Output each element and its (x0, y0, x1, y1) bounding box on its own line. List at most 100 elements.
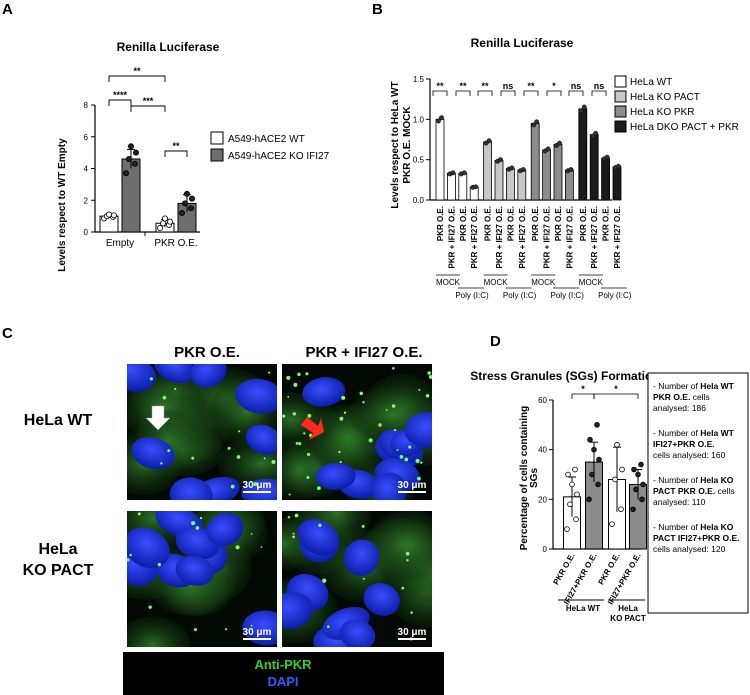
granule-1-32 (287, 395, 290, 398)
panel-b-category-s1-c0: PKR O.E. (484, 206, 493, 241)
panel-d-ylabel-line1: Percentage of cells containing (519, 406, 530, 550)
note-3-word-1-0: PACT (653, 533, 676, 543)
granule-1-35 (415, 458, 420, 463)
col-title-pkr-ifi27: PKR + IFI27 O.E. (305, 344, 422, 361)
granule-0-2 (230, 484, 235, 489)
granule-3-11 (294, 513, 299, 518)
note-0-word-1-0: PKR (653, 392, 671, 402)
panel-b-sig-bracket-5 (546, 90, 562, 96)
panel-b-sig-bracket-6 (568, 90, 584, 96)
note-1-word-1-0: IFI27+PKR (653, 439, 695, 449)
granule-1-30 (306, 452, 311, 457)
granule-1-7 (362, 401, 365, 404)
granule-1-21 (306, 476, 310, 479)
note-0-word-2-1: 186 (689, 403, 706, 413)
granule-1-13 (282, 414, 286, 418)
legend-label-wt: A549-hACE2 WT (228, 134, 305, 145)
granule-0-1 (191, 456, 195, 460)
panel-d-point-3-1 (639, 496, 645, 503)
note-3-word-1-1: IFI27+PKR (676, 533, 721, 543)
row-title-hela-ko-line1: HeLa (38, 541, 77, 558)
panel-b-bar-s0-c2 (458, 172, 468, 201)
note-0-word-1-1: O.E. (671, 392, 690, 402)
panel-a-title: Renilla Luciferase (117, 40, 220, 54)
note-2-word-1-2: O.E. (696, 486, 715, 496)
panel-d-point-0-2 (567, 501, 573, 508)
note-0-word-0-0: - (653, 381, 656, 391)
granule-0-9 (167, 449, 171, 453)
panel-b-point-s3-c1-1 (593, 130, 599, 136)
panel-d-point-1-6 (594, 422, 600, 428)
panel-b-legend: HeLa WT HeLa KO PACT HeLa KO PKR HeLa DK… (614, 75, 739, 133)
nucleus-2-7 (127, 527, 170, 568)
granule-3-4 (292, 532, 295, 535)
note-1-line-1: IFI27+PKR O.E. (653, 439, 715, 449)
note-3-word-0-3: Hela (698, 522, 719, 532)
granule-1-12 (427, 371, 431, 375)
panel-b-group-poly-1: Poly (I:C) (503, 291, 537, 300)
panel-b-group-poly-3: Poly (I:C) (598, 291, 632, 300)
panel-a-sig-label-1: **** (113, 90, 128, 100)
granule-0-12 (227, 446, 231, 450)
panel-a-point-s1-c1-4 (183, 190, 190, 197)
panel-d-point-1-3 (596, 456, 602, 463)
note-3-line-1: PACT IFI27+PKR O.E. (653, 533, 740, 543)
micrograph-tile-1: 30 μm (282, 364, 432, 500)
note-1-word-0-2: of (688, 428, 698, 438)
granule-2-2 (235, 545, 240, 550)
granule-2-5 (193, 628, 198, 632)
note-2-word-1-1: PKR (676, 486, 696, 496)
note-1-word-0-1: Number (656, 428, 689, 438)
panel-d-chart: Stress Granules (SGs) Formation Percenta… (470, 369, 749, 623)
note-2-line-0: - Number of Hela KO (653, 475, 734, 485)
panel-d-sig-bracket-1 (593, 393, 639, 399)
panel-d-sig-label-1: * (614, 384, 618, 394)
panel-d-point-2-4 (614, 441, 620, 448)
granule-1-16 (293, 382, 298, 387)
panel-b-sig-label-5: * (552, 81, 556, 91)
granule-1-9 (286, 375, 291, 380)
note-2-word-0-4: KO (718, 475, 734, 485)
panel-a-point-s0-c1-4 (161, 215, 168, 222)
note-3-word-2-2: 120 (709, 544, 726, 554)
panel-d-group-label-1-line2: KO PACT (610, 614, 646, 623)
note-3-line-2: cells analysed: 120 (653, 544, 726, 554)
white-arrow-icon (145, 405, 171, 431)
note-0-line-0: - Number of Hela WT (653, 381, 735, 391)
panel-d-point-3-4 (635, 471, 641, 478)
granule-2-1 (157, 562, 161, 567)
panel-b-sig-bracket-0 (432, 90, 448, 96)
granule-1-24 (359, 391, 364, 396)
panel-a-point-s0-c0-3 (111, 212, 118, 219)
legend-swatch-ko (210, 148, 224, 162)
granule-3-3 (361, 524, 365, 528)
nucleus-0-3 (127, 364, 156, 392)
legend-swatch-dko (614, 120, 627, 133)
granule-2-6 (195, 526, 200, 530)
nucleus-3-3 (343, 539, 380, 576)
note-3-word-0-1: Number (656, 522, 689, 532)
legend-swatch-ko-pkr (614, 105, 627, 118)
panel-b-sig-bracket-3 (500, 90, 516, 96)
panel-d-point-0-1 (573, 516, 579, 522)
legend-swatch-hela-wt (614, 75, 627, 88)
panel-b-ylabel-line2: PKR O.E. MOCK (402, 106, 413, 184)
granule-0-10 (238, 430, 241, 433)
panel-a-point-s1-c0-2 (126, 155, 133, 162)
nucleus-0-0 (154, 364, 194, 384)
note-0-word-0-3: Hela (698, 381, 719, 391)
panel-a-point-s1-c0-4 (127, 143, 134, 150)
granule-1-36 (392, 367, 395, 370)
panel-b-point-s0-c3-1 (473, 184, 479, 190)
granule-0-0 (268, 371, 271, 374)
panel-b-sig-label-4: ** (527, 81, 535, 91)
panel-b-bar-s2-c0 (530, 122, 540, 201)
panel-d-point-0-0 (564, 526, 570, 532)
granule-3-1 (362, 577, 365, 580)
panel-b-point-s3-c0-0 (578, 108, 584, 114)
panel-b-point-s2-c0-1 (534, 119, 540, 125)
granule-1-3 (408, 445, 412, 449)
panel-d-point-0-5 (565, 471, 571, 478)
panel-d-point-1-1 (595, 481, 601, 488)
panel-b-point-s0-c0-0 (436, 118, 441, 124)
